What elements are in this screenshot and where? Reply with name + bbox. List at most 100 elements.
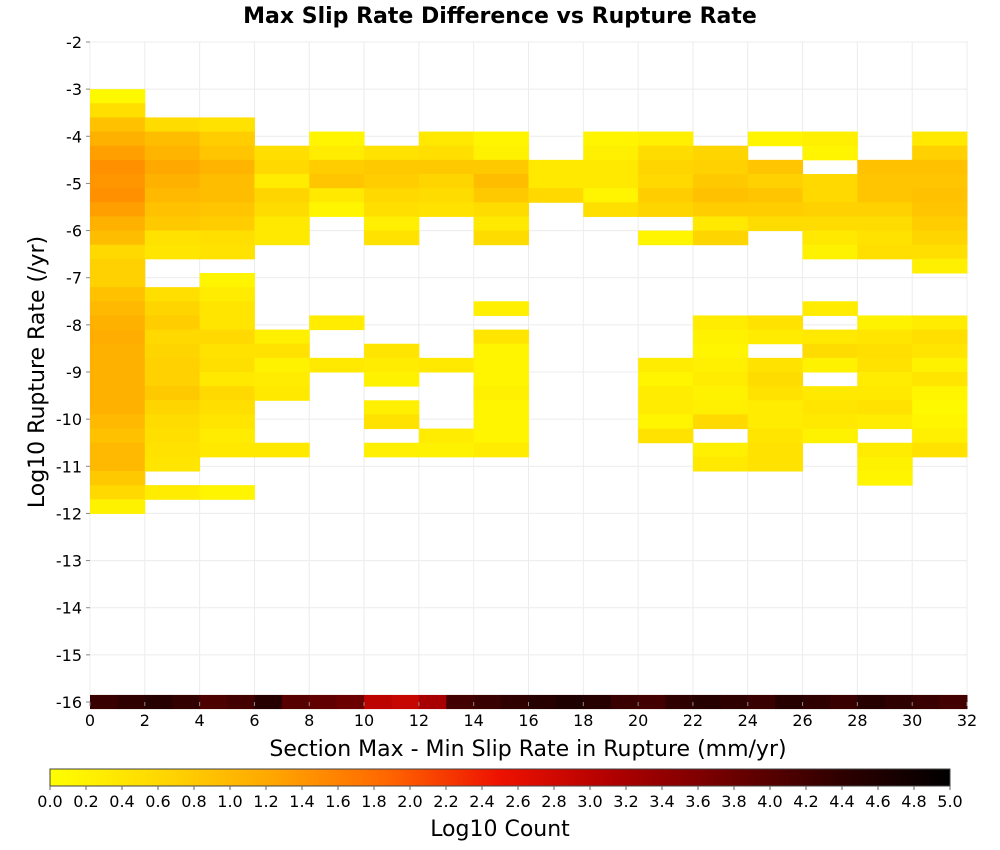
heatmap-cell [857, 386, 913, 401]
heatmap-cell [90, 357, 146, 373]
heatmap-cell [309, 357, 365, 373]
heatmap-cell [638, 414, 694, 430]
heatmap-cell [720, 694, 749, 710]
heatmap-cell [254, 216, 310, 232]
heatmap-cell [747, 188, 804, 203]
heatmap-cell [90, 131, 146, 147]
heatmap-cell [638, 159, 694, 175]
heatmap-cell [90, 230, 146, 246]
heatmap-cell [90, 694, 118, 710]
heatmap-cell [418, 174, 475, 189]
x-tick-label: 6 [249, 711, 259, 730]
heatmap-cell [912, 145, 968, 161]
heatmap-cell [638, 202, 694, 217]
heatmap-cell [199, 145, 255, 161]
heatmap-cell [309, 315, 365, 331]
heatmap-cell [418, 428, 475, 444]
heatmap-cell [857, 216, 913, 232]
heatmap-cell [199, 386, 255, 401]
heatmap-cell [473, 230, 529, 246]
heatmap-cell [638, 188, 694, 203]
x-tick-label: 8 [304, 711, 314, 730]
heatmap-cell [857, 343, 913, 359]
heatmap-cell [747, 386, 804, 401]
heatmap-cell [802, 174, 858, 189]
heatmap-cell [912, 343, 968, 359]
heatmap-cell [802, 694, 831, 710]
heatmap-cell [857, 357, 913, 373]
heatmap-cell [144, 456, 201, 472]
heatmap-cell [144, 188, 201, 203]
heatmap-cell [336, 694, 365, 710]
heatmap-cell [473, 372, 529, 387]
heatmap-cell [583, 202, 639, 217]
heatmap-cell [90, 315, 146, 331]
heatmap-cell [638, 428, 694, 444]
heatmap-cell [90, 159, 146, 175]
heatmap-cell [199, 244, 255, 260]
heatmap-cell [857, 174, 913, 189]
heatmap-cell [501, 694, 529, 710]
heatmap-cell [912, 188, 968, 203]
colorbar-tick-label: 0.2 [73, 792, 98, 811]
heatmap-cell [199, 357, 255, 373]
heatmap-cell [90, 258, 146, 274]
heatmap-cell [199, 159, 255, 175]
heatmap-cell [747, 442, 804, 458]
heatmap-cell [528, 694, 557, 710]
colorbar-tick-label: 0.8 [181, 792, 206, 811]
heatmap-cell [254, 442, 310, 458]
heatmap-cell [364, 202, 420, 217]
heatmap-cell [90, 343, 146, 359]
heatmap-cell [912, 372, 968, 387]
heatmap-cell [912, 174, 968, 189]
heatmap-cell [692, 414, 749, 430]
heatmap-cell [144, 145, 201, 161]
colorbar-tick-label: 0.0 [37, 792, 62, 811]
heatmap-cell [473, 145, 529, 161]
heatmap-cell [90, 414, 146, 430]
heatmap-cell [692, 357, 749, 373]
heatmap-cell [473, 188, 529, 203]
heatmap-cell [802, 343, 858, 359]
heatmap-cell [254, 694, 283, 710]
heatmap-cell [692, 400, 749, 415]
heatmap-cell [692, 216, 749, 232]
heatmap-cell [747, 329, 804, 345]
heatmap-cell [144, 117, 201, 133]
heatmap-cell [364, 145, 420, 161]
heatmap-cell [692, 456, 749, 472]
heatmap-cell [802, 230, 858, 246]
heatmap-cell [391, 694, 420, 710]
y-tick-label: -3 [66, 80, 82, 99]
heatmap-cell [473, 400, 529, 415]
heatmap-cell [144, 287, 201, 302]
heatmap-cell [309, 131, 365, 147]
heatmap-cell [912, 216, 968, 232]
x-axis-label: Section Max - Min Slip Rate in Rupture (… [269, 737, 786, 762]
heatmap-cell [144, 131, 201, 147]
heatmap-cell [364, 174, 420, 189]
heatmap-cell [638, 386, 694, 401]
heatmap-cell [418, 442, 475, 458]
x-tick-label: 26 [792, 711, 812, 730]
colorbar-tick-label: 3.0 [577, 792, 602, 811]
heatmap-cell [638, 694, 667, 710]
heatmap-cell [418, 131, 475, 147]
heatmap-cell [747, 372, 804, 387]
heatmap-cell [90, 485, 146, 500]
colorbar-tick-label: 3.4 [649, 792, 674, 811]
colorbar-tick-label: 3.6 [685, 792, 710, 811]
heatmap-cell [199, 485, 255, 500]
heatmap-cell [583, 188, 639, 203]
heatmap-cell [172, 694, 201, 710]
heatmap-cell [199, 301, 255, 316]
colorbar-tick-label: 3.8 [721, 792, 746, 811]
heatmap-cell [665, 694, 694, 710]
y-tick-label: -14 [56, 599, 82, 618]
heatmap-cell [473, 694, 502, 710]
heatmap-cell [528, 174, 584, 189]
heatmap-cell [418, 202, 475, 217]
heatmap-cell [364, 159, 420, 175]
heatmap-cell [692, 372, 749, 387]
